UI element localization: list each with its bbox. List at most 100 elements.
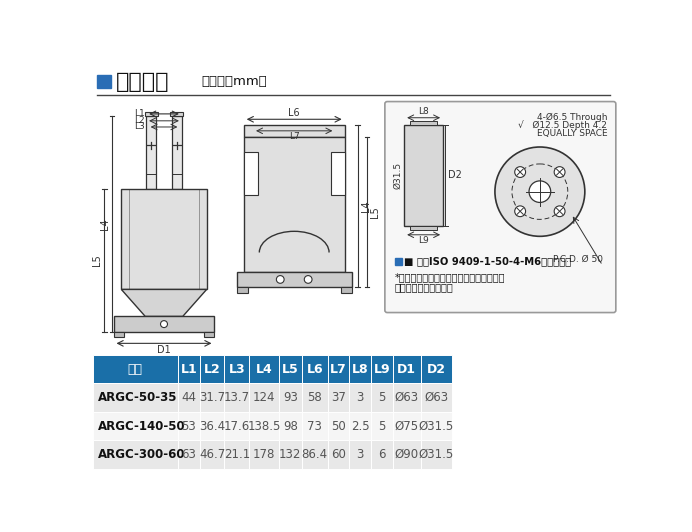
- Bar: [349, 355, 371, 384]
- Text: ARGC-140-50: ARGC-140-50: [98, 420, 185, 433]
- Text: L7: L7: [330, 363, 347, 376]
- Circle shape: [529, 181, 551, 203]
- Text: L9: L9: [374, 363, 390, 376]
- Bar: [392, 384, 421, 412]
- Bar: [145, 112, 158, 116]
- Text: ■ 符合ISO 9409-1-50-4-M6的标准法兰: ■ 符合ISO 9409-1-50-4-M6的标准法兰: [404, 256, 572, 267]
- Bar: [327, 440, 349, 469]
- Text: P.C.D. Ø 50: P.C.D. Ø 50: [553, 255, 603, 264]
- Bar: [200, 440, 224, 469]
- Circle shape: [515, 206, 525, 217]
- Text: L2: L2: [203, 363, 221, 376]
- Text: 124: 124: [253, 391, 275, 404]
- Bar: [371, 440, 392, 469]
- Text: 13.7: 13.7: [224, 391, 250, 404]
- Text: D1: D1: [157, 345, 171, 355]
- Bar: [178, 412, 200, 440]
- Circle shape: [495, 147, 585, 236]
- Text: 36.4: 36.4: [199, 420, 225, 433]
- Bar: [410, 121, 437, 126]
- Bar: [249, 355, 279, 384]
- Bar: [340, 287, 352, 293]
- Circle shape: [304, 276, 312, 283]
- Bar: [170, 112, 183, 116]
- Bar: [178, 355, 200, 384]
- Bar: [244, 137, 345, 272]
- Bar: [203, 332, 215, 337]
- Bar: [113, 317, 215, 332]
- Text: Ø63: Ø63: [394, 391, 419, 404]
- Bar: [349, 440, 371, 469]
- Bar: [237, 287, 248, 293]
- Circle shape: [161, 321, 167, 328]
- Bar: [93, 412, 178, 440]
- Text: 44: 44: [181, 391, 197, 404]
- Text: D1: D1: [397, 363, 416, 376]
- Text: L8: L8: [418, 107, 429, 116]
- Circle shape: [554, 206, 565, 217]
- Text: 进行设计，或联系我们: 进行设计，或联系我们: [395, 282, 454, 292]
- Text: Ø90: Ø90: [394, 448, 419, 461]
- Bar: [392, 355, 421, 384]
- Text: 2.5: 2.5: [351, 420, 370, 433]
- Bar: [224, 412, 249, 440]
- Bar: [279, 412, 302, 440]
- Bar: [327, 412, 349, 440]
- Bar: [421, 355, 451, 384]
- Bar: [121, 189, 207, 289]
- Bar: [237, 272, 352, 287]
- Bar: [93, 440, 178, 469]
- Bar: [331, 152, 345, 195]
- Text: L6: L6: [307, 363, 323, 376]
- Text: 37: 37: [331, 391, 346, 404]
- Bar: [371, 384, 392, 412]
- Text: ARGC-50-35: ARGC-50-35: [98, 391, 178, 404]
- Bar: [178, 440, 200, 469]
- Bar: [224, 440, 249, 469]
- Text: L3: L3: [228, 363, 245, 376]
- Text: 60: 60: [331, 448, 346, 461]
- Text: Ø31.5: Ø31.5: [419, 448, 454, 461]
- Bar: [349, 384, 371, 412]
- Text: 31.7: 31.7: [199, 391, 225, 404]
- Text: 178: 178: [253, 448, 275, 461]
- Text: 3: 3: [356, 448, 364, 461]
- Bar: [279, 384, 302, 412]
- Text: 132: 132: [279, 448, 302, 461]
- Text: 外观尺寸: 外观尺寸: [116, 71, 170, 92]
- Bar: [98, 74, 111, 88]
- Text: L4: L4: [255, 363, 273, 376]
- Text: L1: L1: [134, 110, 145, 119]
- Text: 50: 50: [331, 420, 346, 433]
- Bar: [244, 152, 258, 195]
- Bar: [224, 384, 249, 412]
- Bar: [421, 440, 451, 469]
- Text: L9: L9: [418, 236, 429, 245]
- Circle shape: [554, 167, 565, 178]
- Text: L7: L7: [289, 132, 300, 142]
- Text: 17.6: 17.6: [224, 420, 250, 433]
- Text: 6: 6: [378, 448, 385, 461]
- Circle shape: [515, 167, 525, 178]
- Bar: [113, 332, 125, 337]
- Text: D2: D2: [448, 170, 462, 180]
- Bar: [392, 440, 421, 469]
- Bar: [410, 226, 437, 230]
- Text: L1: L1: [181, 363, 197, 376]
- Text: ARGC-300-60: ARGC-300-60: [98, 448, 185, 461]
- Bar: [146, 116, 156, 189]
- Text: L2: L2: [134, 117, 145, 126]
- Text: （单位：mm）: （单位：mm）: [201, 75, 267, 88]
- Text: Ø63: Ø63: [424, 391, 448, 404]
- Bar: [404, 126, 443, 226]
- Text: 93: 93: [283, 391, 298, 404]
- Bar: [249, 412, 279, 440]
- Bar: [421, 412, 451, 440]
- Bar: [178, 384, 200, 412]
- Bar: [371, 355, 392, 384]
- Bar: [371, 412, 392, 440]
- Bar: [200, 355, 224, 384]
- Text: 98: 98: [283, 420, 298, 433]
- Text: L6: L6: [289, 108, 300, 118]
- Text: √   Ø12.5 Depth 4.2: √ Ø12.5 Depth 4.2: [518, 121, 608, 130]
